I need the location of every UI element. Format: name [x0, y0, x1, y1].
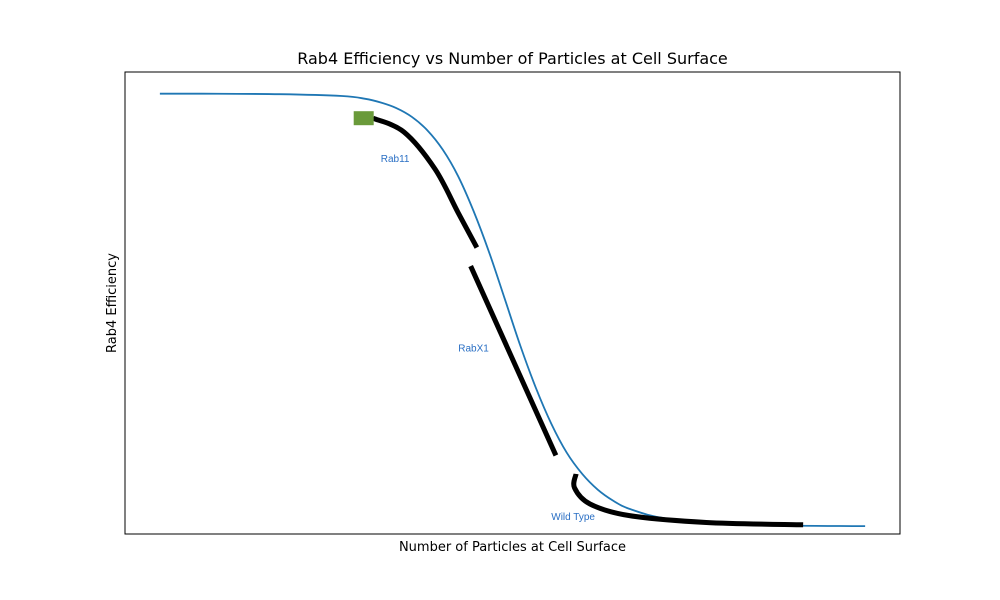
black-segment-0 — [371, 115, 480, 249]
annotation-label-2: Wild Type — [551, 512, 595, 523]
black-segment-2 — [571, 473, 804, 528]
series-line-0 — [159, 92, 866, 528]
annotation-label-1: RabX1 — [458, 344, 489, 355]
chart-title: Rab4 Efficiency vs Number of Particles a… — [297, 49, 728, 68]
plot-frame — [124, 71, 901, 535]
annotation-label-0: Rab11 — [381, 154, 410, 165]
black-segment-1 — [468, 265, 559, 457]
green-marker-0 — [353, 111, 374, 126]
x-axis-label: Number of Particles at Cell Surface — [399, 540, 626, 555]
y-axis-label: Rab4 Efficiency — [105, 253, 120, 353]
plot-layer: Rab11 RabX1 Wild Type — [159, 92, 866, 528]
